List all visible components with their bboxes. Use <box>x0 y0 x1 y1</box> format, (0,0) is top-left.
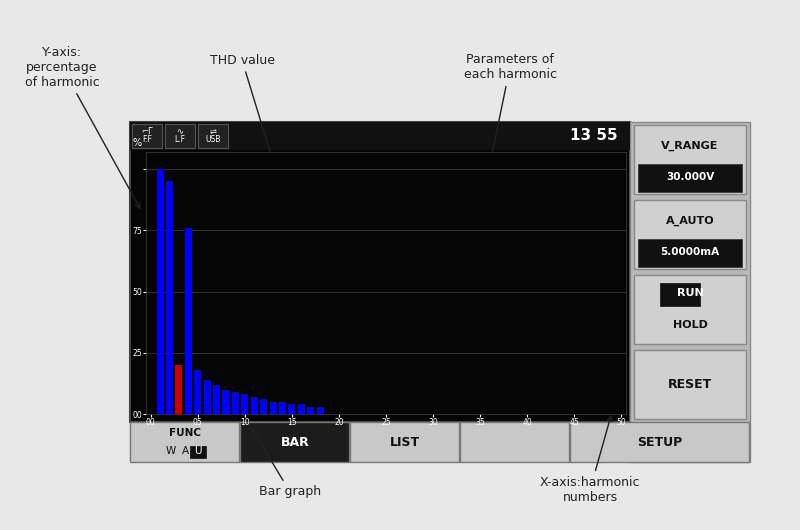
Text: -88.9φUI: -88.9φUI <box>415 260 462 270</box>
Text: <>: <> <box>417 188 434 198</box>
Text: V_RANGE: V_RANGE <box>662 141 718 151</box>
Text: L.F: L.F <box>174 136 186 145</box>
Bar <box>242 394 248 414</box>
Text: RESET: RESET <box>668 378 712 391</box>
Bar <box>232 392 239 414</box>
Bar <box>130 122 630 422</box>
Text: THD value: THD value <box>210 54 277 172</box>
Text: F.F: F.F <box>142 136 152 145</box>
Bar <box>460 422 569 462</box>
Bar <box>204 379 210 414</box>
Bar <box>132 124 162 148</box>
Bar <box>175 365 182 414</box>
Text: 20.029%f: 20.029%f <box>415 240 469 250</box>
Bar <box>270 402 277 414</box>
Bar <box>250 397 258 414</box>
Text: %f: %f <box>325 204 338 214</box>
Bar <box>570 422 749 462</box>
Text: www.tehencom.com: www.tehencom.com <box>362 331 518 346</box>
Bar <box>288 404 295 414</box>
Bar <box>185 228 192 414</box>
Bar <box>634 200 746 269</box>
Text: ∿: ∿ <box>177 128 183 137</box>
Bar <box>638 238 742 267</box>
Bar <box>198 124 228 148</box>
Bar <box>180 284 387 377</box>
Text: FUNC: FUNC <box>169 428 201 438</box>
Text: 76.123: 76.123 <box>188 187 301 215</box>
Text: V: V <box>298 258 305 268</box>
Bar <box>213 385 220 414</box>
Text: %: % <box>133 138 142 148</box>
Bar <box>166 181 173 414</box>
Text: 0.101: 0.101 <box>188 241 280 269</box>
Text: A_AUTO: A_AUTO <box>666 216 714 226</box>
Bar <box>130 122 630 150</box>
Text: RUN: RUN <box>677 288 703 298</box>
Text: HOLD: HOLD <box>673 320 707 330</box>
Text: 13 55: 13 55 <box>570 128 618 144</box>
Text: 5: 5 <box>405 187 414 200</box>
Text: A: A <box>182 446 189 456</box>
Bar <box>400 176 575 284</box>
Bar <box>157 169 164 414</box>
Text: 5.0000mA: 5.0000mA <box>661 247 719 257</box>
Bar <box>638 163 742 192</box>
Bar <box>317 407 324 414</box>
Bar <box>630 122 750 462</box>
Bar <box>180 176 375 284</box>
Bar <box>350 422 459 462</box>
Bar <box>194 370 202 414</box>
Text: Bar graph: Bar graph <box>218 370 321 499</box>
Bar <box>634 275 746 344</box>
Bar <box>240 422 349 462</box>
Bar <box>634 125 746 194</box>
Bar <box>298 404 305 414</box>
Bar <box>260 399 267 414</box>
Bar <box>190 446 206 458</box>
Text: X-axis:harmonic
numbers: X-axis:harmonic numbers <box>540 416 640 504</box>
Text: SETUP: SETUP <box>638 436 682 448</box>
Bar <box>660 283 700 306</box>
Text: W: W <box>166 446 176 456</box>
Text: 0.020V: 0.020V <box>440 208 479 218</box>
Bar <box>222 390 230 414</box>
Text: BAR: BAR <box>281 436 310 448</box>
Bar <box>634 350 746 419</box>
Text: THD: THD <box>325 190 347 200</box>
Text: LIST: LIST <box>390 436 420 448</box>
Bar <box>307 407 314 414</box>
Text: 30.000V: 30.000V <box>666 172 714 182</box>
Text: USB: USB <box>206 136 221 145</box>
Bar <box>165 124 195 148</box>
Text: U: U <box>194 446 202 456</box>
Text: ⇌: ⇌ <box>210 128 217 137</box>
Text: 0.000Hz: 0.000Hz <box>440 188 486 198</box>
Text: Urms: Urms <box>298 238 326 248</box>
Text: Parameters of
each harmonic: Parameters of each harmonic <box>463 53 557 172</box>
Bar <box>279 402 286 414</box>
Bar <box>130 422 239 462</box>
Text: ⌐Γ: ⌐Γ <box>141 128 153 137</box>
Text: Y-axis:
percentage
of harmonic: Y-axis: percentage of harmonic <box>25 46 140 208</box>
